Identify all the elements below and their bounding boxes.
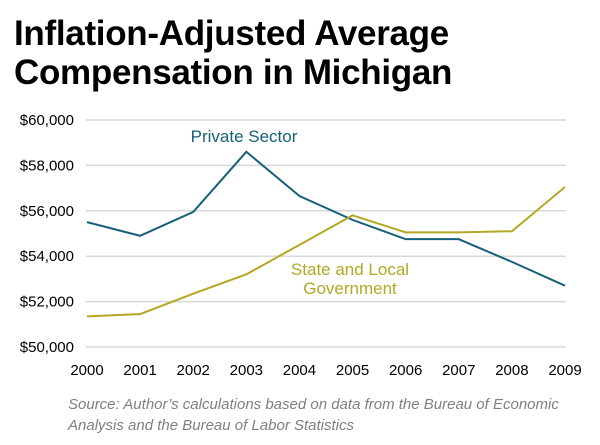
- chart-title: Inflation-Adjusted Average Compensation …: [14, 14, 453, 92]
- x-tick-label: 2008: [495, 362, 528, 379]
- x-tick-label: 2003: [230, 362, 263, 379]
- series-line-private-sector: [86, 150, 566, 287]
- y-tick-label: $50,000: [20, 339, 74, 356]
- source-note: Source: Author’s calculations based on d…: [68, 396, 559, 434]
- x-axis: 2000 2001 2002 2003 2004 2005 2006 2007 2008 2009: [70, 362, 581, 379]
- series-label: Private Sector: [191, 127, 298, 146]
- y-tick-label: $54,000: [20, 248, 74, 265]
- gridlines: [86, 119, 566, 348]
- y-axis: $50,000 $52,000 $54,000 $56,000 $58,000 $60,0…: [20, 112, 74, 356]
- x-tick-label: 2001: [123, 362, 156, 379]
- series: [86, 150, 566, 318]
- x-tick-label: 2006: [389, 362, 422, 379]
- x-tick-label: 2007: [442, 362, 475, 379]
- y-tick-label: $56,000: [20, 203, 74, 220]
- x-tick-label: 2005: [336, 362, 369, 379]
- series-label: State and Local: [291, 260, 409, 279]
- x-tick-label: 2009: [548, 362, 581, 379]
- y-tick-label: $60,000: [20, 112, 74, 129]
- x-tick-label: 2000: [70, 362, 103, 379]
- series-line-state-local-government: [86, 186, 566, 318]
- y-tick-label: $52,000: [20, 294, 74, 311]
- x-tick-label: 2002: [177, 362, 210, 379]
- y-tick-label: $58,000: [20, 157, 74, 174]
- series-label: Government: [303, 279, 397, 298]
- x-tick-label: 2004: [283, 362, 316, 379]
